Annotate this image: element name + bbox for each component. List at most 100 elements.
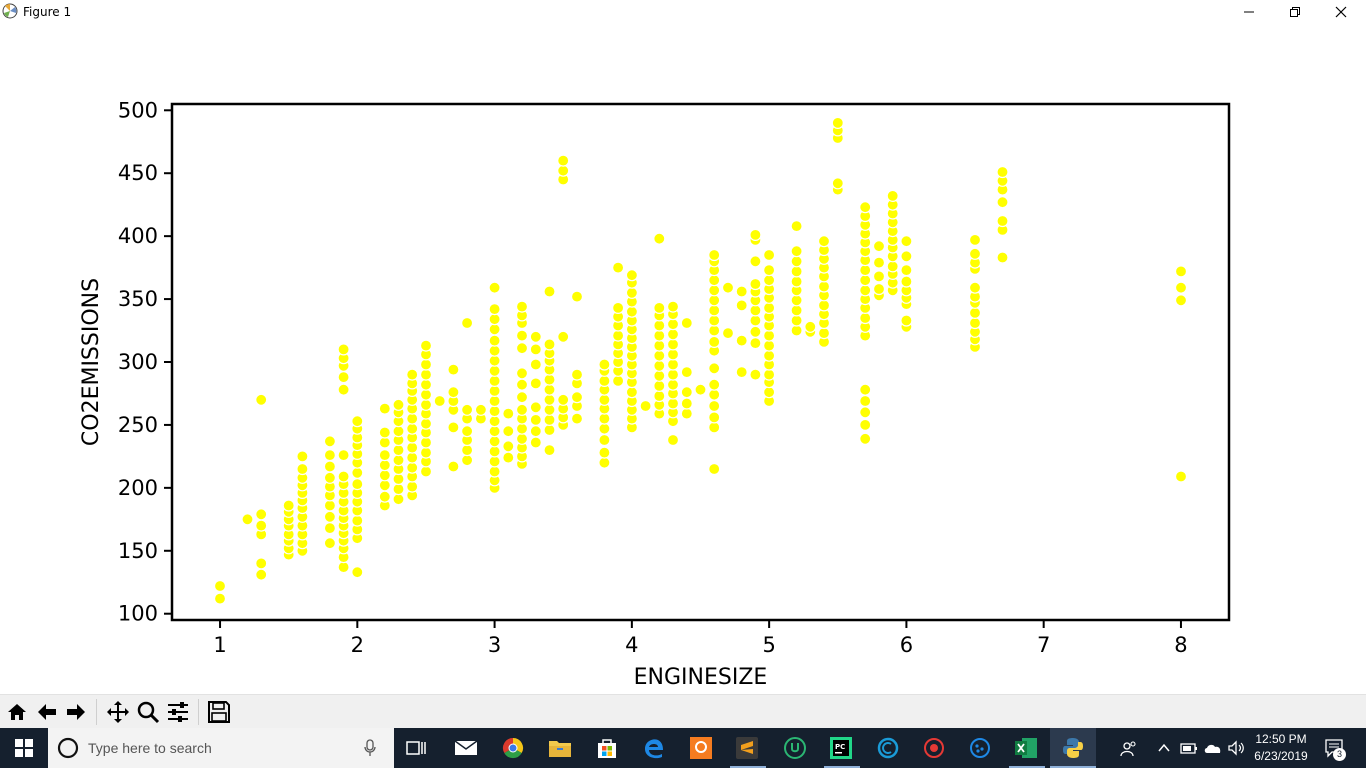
action-center-icon[interactable]: 3 bbox=[1324, 738, 1346, 764]
data-point bbox=[378, 449, 391, 462]
data-point bbox=[378, 490, 391, 503]
data-point bbox=[461, 316, 474, 330]
start-button[interactable] bbox=[12, 736, 36, 760]
minimize-button[interactable] bbox=[1226, 0, 1272, 24]
chrome-icon[interactable] bbox=[501, 736, 525, 760]
data-point bbox=[653, 339, 666, 352]
volume-icon[interactable] bbox=[1227, 740, 1245, 760]
data-point bbox=[968, 281, 982, 294]
home-button[interactable] bbox=[3, 698, 31, 726]
data-point bbox=[625, 386, 639, 399]
window-title: Figure 1 bbox=[23, 5, 72, 19]
data-point bbox=[653, 379, 666, 392]
data-point bbox=[323, 435, 336, 448]
data-point bbox=[488, 445, 501, 458]
data-point bbox=[749, 277, 762, 291]
y-tick-label: 300 bbox=[118, 350, 158, 374]
zoom-button[interactable] bbox=[134, 698, 162, 726]
data-point bbox=[886, 189, 899, 202]
taskbar-clock[interactable]: 12:50 PM 6/23/2019 bbox=[1247, 731, 1315, 765]
upwork-icon[interactable] bbox=[783, 736, 807, 760]
chevron-up-icon[interactable] bbox=[1157, 740, 1171, 760]
data-point bbox=[406, 412, 419, 425]
data-point bbox=[666, 348, 680, 361]
app-icon[interactable] bbox=[968, 736, 992, 760]
ccleaner-icon[interactable] bbox=[876, 736, 900, 760]
data-point bbox=[859, 264, 872, 277]
axes-layer: 1 2 3 4 5 6 7 8 100 150 200 250 300 350 400 450 500 bbox=[118, 98, 1188, 657]
data-point bbox=[557, 154, 570, 167]
data-point bbox=[488, 313, 501, 326]
app-icon[interactable] bbox=[922, 736, 946, 760]
onedrive-icon[interactable] bbox=[1203, 740, 1223, 760]
x-tick-label: 8 bbox=[1174, 633, 1187, 657]
data-point bbox=[804, 320, 817, 333]
data-point bbox=[419, 417, 433, 430]
data-point bbox=[749, 255, 762, 268]
data-point bbox=[872, 270, 886, 283]
configure-subplots-icon bbox=[168, 702, 188, 722]
pan-button[interactable] bbox=[104, 698, 132, 726]
pycharm-icon[interactable]: PC bbox=[829, 736, 853, 760]
close-button[interactable] bbox=[1318, 0, 1364, 24]
data-point bbox=[255, 568, 268, 581]
data-point bbox=[625, 286, 639, 299]
x-axis-label: ENGINESIZE bbox=[634, 665, 768, 690]
data-point bbox=[557, 330, 570, 343]
data-point bbox=[488, 323, 501, 336]
data-point bbox=[968, 306, 982, 319]
file-explorer-icon[interactable] bbox=[548, 736, 572, 760]
data-point bbox=[653, 329, 666, 342]
python-icon[interactable] bbox=[1061, 736, 1085, 760]
data-point bbox=[680, 386, 693, 399]
battery-icon[interactable] bbox=[1180, 740, 1198, 760]
data-point bbox=[762, 248, 776, 262]
data-point bbox=[735, 285, 748, 298]
data-point bbox=[419, 446, 433, 459]
edge-icon[interactable] bbox=[642, 736, 666, 760]
data-point bbox=[680, 397, 693, 410]
data-point bbox=[529, 330, 542, 343]
data-point bbox=[762, 339, 776, 352]
data-point bbox=[762, 301, 776, 314]
data-point bbox=[859, 201, 872, 214]
configure-subplots-button[interactable] bbox=[164, 698, 192, 726]
data-point bbox=[378, 459, 391, 472]
data-point bbox=[749, 325, 762, 338]
data-point bbox=[488, 344, 501, 357]
data-point bbox=[515, 403, 529, 416]
data-point bbox=[515, 300, 529, 313]
data-point bbox=[666, 358, 680, 371]
y-tick-label: 500 bbox=[118, 98, 158, 122]
microphone-icon[interactable] bbox=[364, 739, 376, 757]
task-view-icon[interactable] bbox=[404, 736, 428, 760]
people-icon[interactable] bbox=[1120, 740, 1138, 762]
data-point bbox=[968, 316, 982, 330]
taskbar-search-box[interactable]: Type here to search bbox=[48, 728, 394, 768]
data-point bbox=[708, 274, 721, 287]
data-point bbox=[598, 358, 611, 371]
sublime-icon[interactable] bbox=[735, 736, 759, 760]
excel-icon[interactable] bbox=[1014, 736, 1038, 760]
mail-icon[interactable] bbox=[454, 736, 478, 760]
save-button[interactable] bbox=[205, 698, 233, 726]
minimize-icon bbox=[1244, 11, 1254, 13]
data-point bbox=[543, 413, 556, 426]
back-button[interactable] bbox=[33, 698, 61, 726]
data-point bbox=[392, 454, 405, 467]
data-point bbox=[653, 359, 666, 372]
forward-button[interactable] bbox=[62, 698, 90, 726]
data-point bbox=[337, 343, 350, 356]
app-icon[interactable] bbox=[689, 736, 713, 760]
data-point bbox=[515, 367, 529, 380]
data-point bbox=[653, 319, 666, 332]
data-point bbox=[996, 196, 1009, 209]
data-point bbox=[653, 232, 666, 245]
store-icon[interactable] bbox=[595, 736, 619, 760]
x-tick-label: 7 bbox=[1037, 633, 1050, 657]
data-point bbox=[419, 436, 433, 449]
restore-button[interactable] bbox=[1272, 0, 1318, 24]
data-point bbox=[419, 398, 433, 411]
data-point bbox=[543, 373, 556, 386]
data-point bbox=[323, 499, 336, 512]
